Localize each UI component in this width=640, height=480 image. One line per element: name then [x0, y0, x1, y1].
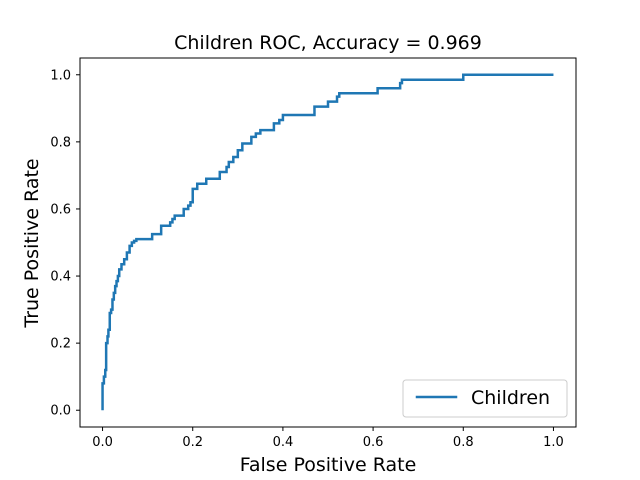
x-axis-label: False Positive Rate	[240, 454, 417, 476]
y-tick-label: 0.6	[50, 202, 71, 217]
y-tick-label: 0.8	[50, 135, 71, 150]
x-tick-label: 0.8	[453, 435, 474, 450]
x-tick-label: 0.6	[363, 435, 384, 450]
y-tick-label: 0.4	[50, 270, 71, 285]
x-tick-label: 0.0	[92, 435, 113, 450]
legend-box	[402, 379, 568, 418]
series-line-children	[101, 73, 554, 411]
y-axis-ticks: 0.0 0.2 0.4 0.6 0.8 1.0	[50, 68, 80, 419]
legend: Children	[402, 379, 568, 418]
y-tick-label: 0.0	[50, 404, 71, 419]
legend-label-children: Children	[471, 387, 550, 409]
y-tick-label: 1.0	[50, 68, 71, 83]
axes-frame	[79, 57, 577, 428]
chart-title: Children ROC, Accuracy = 0.969	[174, 32, 482, 54]
x-tick-label: 0.2	[182, 435, 203, 450]
x-tick-label: 1.0	[543, 435, 564, 450]
plot-area	[101, 73, 554, 411]
y-axis-label: True Positive Rate	[21, 158, 43, 328]
x-tick-label: 0.4	[273, 435, 294, 450]
y-tick-label: 0.2	[50, 337, 71, 352]
x-axis-ticks: 0.0 0.2 0.4 0.6 0.8 1.0	[92, 427, 564, 450]
